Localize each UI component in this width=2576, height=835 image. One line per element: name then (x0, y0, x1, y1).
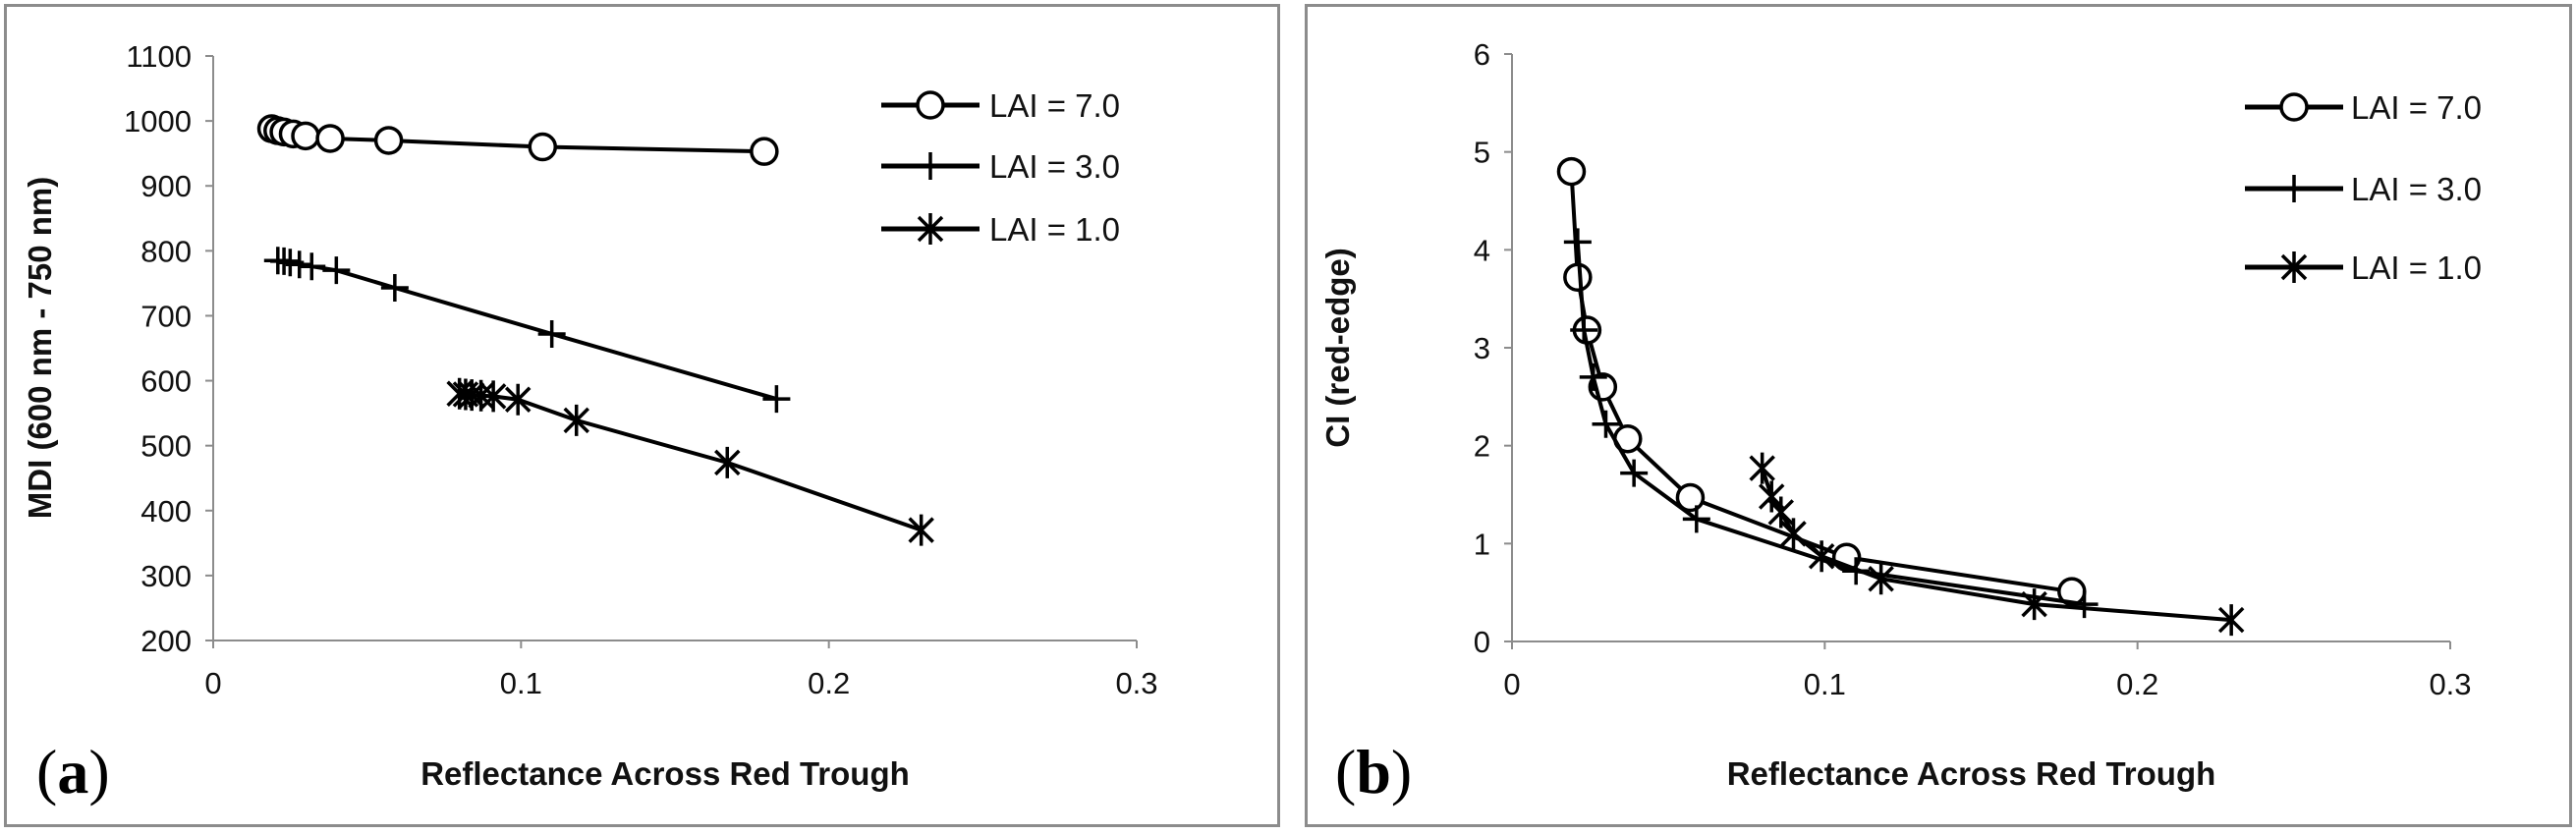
legend-entry-b-2: LAI = 1.0 (2245, 250, 2482, 286)
chart-panel-a: 200 300 400 500 600 700 800 900 1000 1100 0 0.1 0.2 0… (4, 4, 1280, 827)
data-point-a-0 (291, 121, 320, 151)
legend-entry-a-0: LAI = 7.0 (881, 87, 1120, 124)
legend-label-b-1: LAI = 3.0 (2351, 171, 2482, 207)
chart-a-svg: 200 300 400 500 600 700 800 900 1000 1100 0 0.1 0.2 0… (22, 39, 1158, 807)
x-tick-label-b: 0.3 (2429, 667, 2471, 701)
legend-marker-b-0 (2279, 92, 2309, 122)
legend-entry-a-1: LAI = 3.0 (881, 148, 1120, 185)
x-tick-label-a: 0 (204, 666, 221, 700)
x-tick-label-a: 0.1 (500, 666, 542, 700)
y-tick-label-a: 700 (140, 299, 192, 333)
y-tick-label-a: 1100 (126, 39, 192, 74)
y-tick-label-a: 500 (140, 429, 192, 464)
data-point-b-1 (1579, 362, 1607, 391)
series-a-1 (263, 247, 791, 414)
data-point-a-0 (750, 137, 779, 166)
y-tick-label-a: 1000 (124, 104, 192, 139)
x-tick-label-a: 0.3 (1115, 666, 1157, 700)
series-b-2 (1749, 452, 2245, 637)
y-tick-label-b: 2 (1474, 429, 1490, 464)
y-tick-label-b: 3 (1474, 331, 1490, 365)
data-point-b-1 (1570, 316, 1598, 345)
series-b-0 (1556, 156, 2087, 606)
data-point-b-2 (1780, 518, 1807, 550)
series-a-2 (446, 377, 934, 546)
legend-marker-a-1 (917, 152, 944, 180)
legend-entry-a-2: LAI = 1.0 (881, 211, 1120, 248)
data-point-a-1 (322, 256, 351, 285)
data-point-a-1 (298, 252, 326, 281)
data-point-b-0 (1556, 156, 1587, 187)
series-line-a-2 (459, 391, 923, 532)
legend-marker-b-2 (2280, 251, 2308, 283)
y-tick-label-b: 0 (1474, 625, 1490, 659)
data-point-a-0 (315, 124, 345, 153)
legend-label-b-0: LAI = 7.0 (2351, 89, 2482, 126)
y-tick-label-a: 800 (140, 234, 192, 268)
y-tick-label-b: 5 (1474, 136, 1490, 170)
x-tick-label-b: 0.2 (2116, 667, 2158, 701)
y-tick-label-a: 900 (140, 169, 192, 203)
data-point-b-0 (1675, 482, 1706, 513)
panel-label-b: (b) (1335, 737, 1412, 807)
legend-entry-b-0: LAI = 7.0 (2245, 89, 2482, 126)
series-line-b-0 (1569, 171, 2073, 594)
panel-label-a: (a) (36, 737, 110, 807)
chart-panel-b: 0 1 2 3 4 5 6 0 0.1 0.2 0.3 Reflectance Across Red … (1305, 4, 2572, 827)
legend-entry-b-1: LAI = 3.0 (2245, 171, 2482, 207)
data-point-b-1 (2070, 590, 2099, 619)
legend-label-b-2: LAI = 1.0 (2351, 250, 2482, 286)
data-point-b-1 (1563, 228, 1592, 256)
legend-label-a-0: LAI = 7.0 (989, 87, 1120, 124)
x-axis-title-b: Reflectance Across Red Trough (1727, 755, 2216, 792)
series-line-a-1 (277, 258, 777, 401)
legend-label-a-1: LAI = 3.0 (989, 148, 1120, 185)
legend-marker-b-1 (2280, 175, 2308, 202)
data-point-b-2 (1749, 452, 1775, 484)
y-tick-label-b: 1 (1474, 527, 1490, 561)
y-axis-title-a: MDI (600 nm - 750 nm) (22, 177, 58, 519)
x-axis-title-a: Reflectance Across Red Trough (420, 755, 910, 792)
legend-marker-a-0 (916, 90, 945, 120)
data-point-b-1 (1682, 505, 1710, 533)
data-point-a-2 (563, 404, 589, 436)
y-tick-label-a: 200 (140, 624, 192, 658)
data-point-a-2 (714, 446, 741, 478)
data-point-b-1 (1592, 410, 1620, 438)
data-point-a-1 (762, 385, 791, 414)
x-tick-label-b: 0.1 (1804, 667, 1846, 701)
data-point-a-1 (537, 319, 566, 348)
data-point-a-2 (479, 380, 507, 413)
data-point-a-1 (380, 274, 409, 303)
y-tick-label-a: 600 (140, 364, 192, 399)
chart-b-svg: 0 1 2 3 4 5 6 0 0.1 0.2 0.3 Reflectance Across Red … (1319, 37, 2482, 807)
data-point-a-2 (504, 383, 532, 416)
y-tick-label-a: 300 (140, 559, 192, 593)
data-point-b-2 (2021, 588, 2047, 621)
legend-label-a-2: LAI = 1.0 (989, 211, 1120, 248)
x-tick-label-a: 0.2 (808, 666, 850, 700)
legend-marker-a-2 (917, 213, 944, 245)
data-point-a-0 (373, 126, 404, 155)
data-point-b-2 (1868, 563, 1894, 595)
y-tick-label-b: 4 (1474, 233, 1490, 267)
series-a-0 (256, 114, 779, 166)
data-point-a-2 (908, 514, 934, 546)
series-line-a-0 (270, 127, 764, 154)
y-tick-label-b: 6 (1474, 37, 1490, 72)
data-point-a-0 (528, 132, 558, 162)
data-point-b-2 (1808, 540, 1835, 573)
x-tick-label-b: 0 (1503, 667, 1520, 701)
data-point-b-1 (1620, 459, 1649, 487)
y-axis-title-b: CI (red-edge) (1319, 248, 1356, 448)
y-tick-label-a: 400 (140, 494, 192, 529)
data-point-b-2 (2217, 604, 2245, 637)
data-point-a-1 (285, 250, 313, 279)
